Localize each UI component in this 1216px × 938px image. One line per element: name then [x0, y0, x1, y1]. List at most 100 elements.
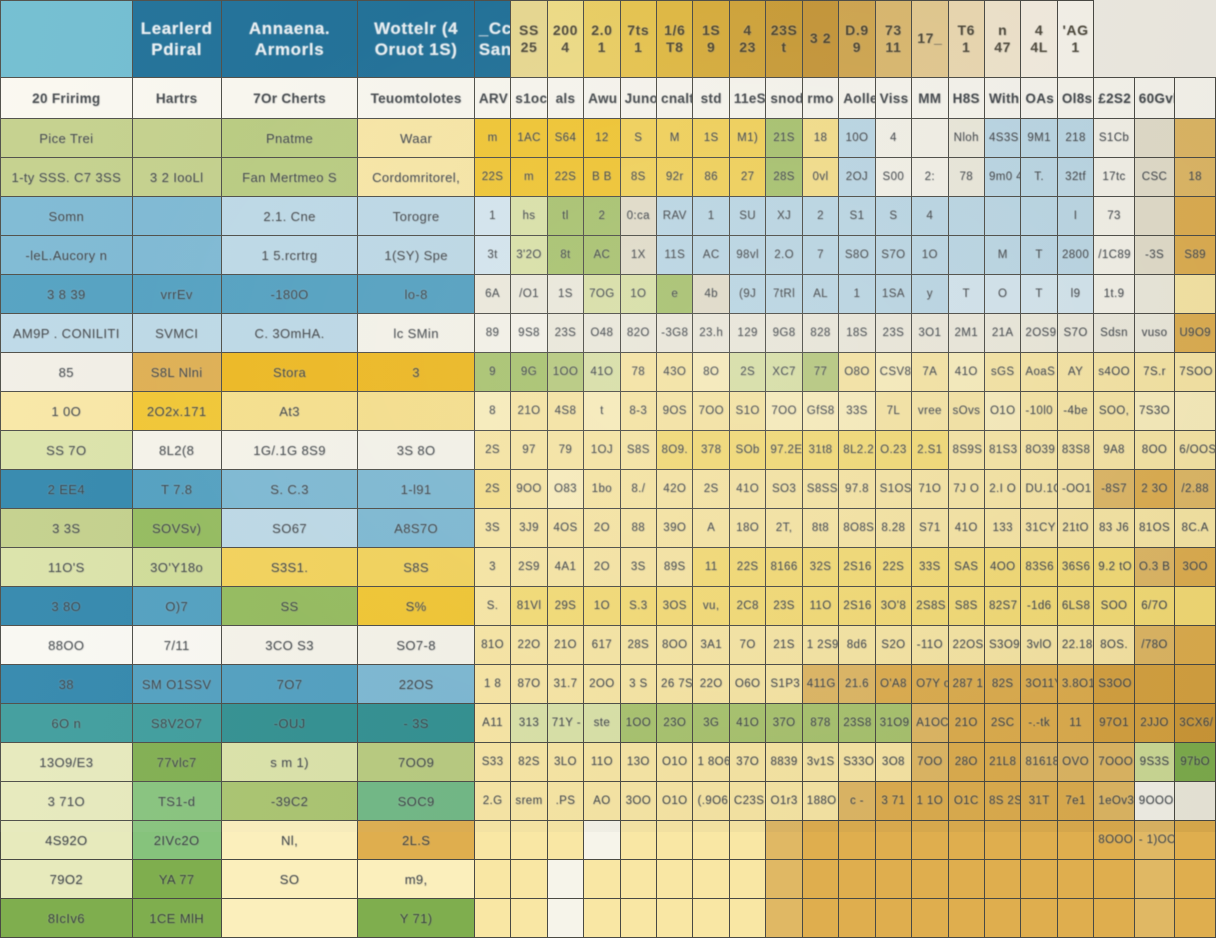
table-cell[interactable]: 8S 2S [983, 781, 1022, 821]
table-cell[interactable] [692, 898, 730, 938]
column-header-cell[interactable]: 7Or Cherts [220, 77, 359, 119]
table-cell[interactable]: S3O9 [983, 625, 1022, 665]
table-cell[interactable]: 41O [947, 508, 985, 548]
column-header-cell[interactable]: 60Gvl [1133, 77, 1176, 119]
table-cell[interactable]: SOb [728, 430, 767, 470]
table-cell[interactable] [728, 898, 767, 938]
table-cell[interactable]: 32tf [1056, 157, 1095, 197]
header-cell-primary[interactable]: 3 2 [801, 0, 840, 78]
column-header-cell[interactable]: £2S2 [1093, 77, 1135, 119]
table-cell[interactable] [1056, 859, 1095, 899]
header-cell-primary[interactable]: n 47 [983, 0, 1022, 78]
table-cell[interactable]: 3G [692, 703, 730, 743]
table-cell[interactable]: 82S7 [983, 586, 1022, 626]
column-header-cell[interactable]: rmo [801, 77, 840, 119]
table-cell[interactable]: AoaS [1020, 352, 1058, 392]
table-cell[interactable]: 89S [656, 547, 694, 587]
table-cell[interactable] [1093, 898, 1135, 938]
table-cell[interactable]: S [874, 196, 913, 236]
table-cell[interactable]: S8S [947, 586, 985, 626]
table-cell[interactable] [546, 898, 585, 938]
table-cell[interactable]: Y 71) [357, 898, 475, 938]
table-cell[interactable]: 81Vl [510, 586, 548, 626]
table-cell[interactable]: 22S [728, 547, 767, 587]
table-cell[interactable]: S33O [838, 742, 876, 782]
table-cell[interactable]: 4 [874, 118, 913, 158]
table-cell[interactable]: T. [1020, 157, 1058, 197]
table-cell[interactable] [131, 118, 222, 158]
table-cell[interactable]: 8L2(8 [131, 430, 222, 470]
header-cell-primary[interactable]: 4 23 [728, 0, 767, 78]
table-cell[interactable]: S00 [874, 157, 913, 197]
table-row[interactable]: 4S92O 2IVc2O Nl, 2L.S 8OOO - 1)OO [0, 820, 1216, 860]
header-cell-primary[interactable]: Learlerd Pdiral [131, 0, 222, 78]
table-cell[interactable]: 3 71 [874, 781, 913, 821]
table-cell[interactable]: O48 [583, 313, 621, 353]
table-cell[interactable]: m9, [357, 859, 475, 899]
table-cell[interactable] [947, 196, 985, 236]
table-cell[interactable]: 2: [911, 157, 949, 197]
table-cell[interactable]: O1O [983, 391, 1022, 431]
table-cell[interactable]: O.3 B [1133, 547, 1176, 587]
table-cell[interactable]: 28O [947, 742, 985, 782]
table-cell[interactable]: AC [583, 235, 621, 275]
table-cell[interactable]: 97O1 [1093, 703, 1135, 743]
table-cell[interactable] [692, 820, 730, 860]
table-cell[interactable] [983, 196, 1022, 236]
table-cell[interactable]: s4OO [1093, 352, 1135, 392]
table-cell[interactable]: 4S8 [546, 391, 585, 431]
table-cell[interactable] [911, 118, 949, 158]
table-cell[interactable]: 41O [728, 469, 767, 509]
table-cell[interactable]: 0vl [801, 157, 840, 197]
table-cell[interactable]: srem [510, 781, 548, 821]
table-cell[interactable]: 2S8S [911, 586, 949, 626]
table-cell[interactable]: 8.28 [874, 508, 913, 548]
table-cell[interactable]: 18 [1174, 157, 1216, 197]
table-cell[interactable]: 36S6 [1056, 547, 1095, 587]
table-cell[interactable]: M1) [728, 118, 767, 158]
table-cell[interactable]: Torogre [357, 196, 475, 236]
column-header-cell[interactable]: MM [911, 77, 949, 119]
table-cell[interactable]: 73 [1093, 196, 1135, 236]
table-cell[interactable]: 9OOO [1133, 781, 1176, 821]
table-cell[interactable]: 1G/.1G 8S9 [220, 430, 359, 470]
table-cell[interactable] [947, 898, 985, 938]
table-cell[interactable]: 81S3 [983, 430, 1022, 470]
table-cell[interactable]: 8./ [619, 469, 658, 509]
table-cell[interactable]: s m 1) [220, 742, 359, 782]
table-row[interactable]: -leL.Aucory n 1 5.rcrtrg 1(SY) Spe 3t 3'2O 8t… [0, 235, 1216, 275]
table-cell[interactable]: 129 [728, 313, 767, 353]
table-cell[interactable]: 2 [583, 196, 621, 236]
table-cell[interactable]: O1O [656, 781, 694, 821]
table-cell[interactable]: 3O8 [874, 742, 913, 782]
table-cell[interactable]: C23S [728, 781, 767, 821]
table-cell[interactable] [1093, 859, 1135, 899]
table-cell[interactable]: 287 1 [947, 664, 985, 704]
table-cell[interactable]: - 1)OO [1133, 820, 1176, 860]
row-label-cell[interactable]: Pice Trei [0, 118, 133, 158]
table-cell[interactable]: Nloh [947, 118, 985, 158]
table-cell[interactable] [911, 859, 949, 899]
table-cell[interactable]: 22O [692, 664, 730, 704]
table-cell[interactable]: 4OO [983, 547, 1022, 587]
table-cell[interactable]: 0:ca [619, 196, 658, 236]
table-cell[interactable]: 41O [583, 352, 621, 392]
table-cell[interactable]: 11O [801, 586, 840, 626]
table-cell[interactable]: 31CY [1020, 508, 1058, 548]
table-cell[interactable] [1174, 586, 1216, 626]
table-cell[interactable]: 8OS. [1093, 625, 1135, 665]
table-cell[interactable]: S7O [874, 235, 913, 275]
table-cell[interactable]: SAS [947, 547, 985, 587]
table-cell[interactable]: 7O [728, 625, 767, 665]
table-cell[interactable]: 7L [874, 391, 913, 431]
table-cell[interactable] [801, 859, 840, 899]
table-cell[interactable]: 83S6 [1020, 547, 1058, 587]
table-cell[interactable]: 218 [1056, 118, 1095, 158]
table-cell[interactable] [546, 820, 585, 860]
table-cell[interactable]: 22.18 [1056, 625, 1095, 665]
table-cell[interactable]: 17tc [1093, 157, 1135, 197]
table-cell[interactable]: OVO [1056, 742, 1095, 782]
table-cell[interactable]: 32S [801, 547, 840, 587]
table-cell[interactable]: 21.6 [838, 664, 876, 704]
table-cell[interactable]: m [510, 157, 548, 197]
